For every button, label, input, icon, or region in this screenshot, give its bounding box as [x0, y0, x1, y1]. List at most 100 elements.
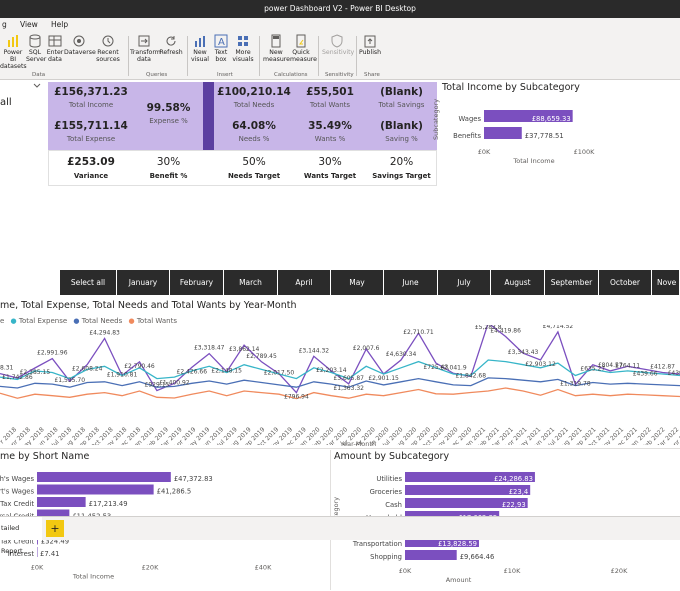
axis-tick-label: £0K — [31, 564, 44, 572]
data-label: £796.94 — [284, 394, 309, 401]
menu-bar: g View Help — [0, 18, 680, 32]
data-label: £4,294.83 — [89, 329, 120, 336]
enter-data-button[interactable]: Enter data — [46, 34, 64, 63]
group-label-sensitivity: Sensitivity — [325, 72, 354, 78]
legend-dot-needs: ● — [73, 317, 80, 325]
bar — [484, 110, 573, 122]
month-may[interactable]: May — [331, 270, 384, 295]
power-bi-datasets-button[interactable]: Power BI datasets — [0, 34, 27, 70]
sensitivity-button[interactable]: Sensitivity — [322, 34, 354, 56]
axis-tick-label: £100K — [574, 148, 596, 156]
transform-data-button[interactable]: Transform data — [130, 34, 161, 63]
data-label: £4,630.34 — [386, 351, 417, 358]
month-june[interactable]: June — [384, 270, 438, 295]
text-icon: A — [214, 34, 228, 48]
refresh-icon — [166, 36, 176, 46]
grid-icon — [238, 36, 248, 46]
data-label: £2,426.66 — [177, 368, 208, 375]
new-visual-button[interactable]: New visual — [190, 34, 210, 63]
dataverse-button[interactable]: Dataverse — [64, 34, 96, 56]
database-icon — [29, 34, 41, 48]
kpi-benefit-pct: 30% Benefit % — [149, 156, 188, 180]
bar-value-label: £9,664.46 — [460, 553, 495, 561]
chevron-down-icon[interactable] — [33, 83, 41, 89]
bar-category-label: h's Wages — [0, 475, 34, 483]
bar — [405, 485, 531, 495]
data-label: £3,605.87 — [333, 375, 364, 382]
bar — [37, 509, 70, 520]
quick-measure-button[interactable]: Quick measure — [290, 34, 317, 63]
legend-dot-wants: ● — [128, 317, 135, 325]
refresh-button[interactable]: Refresh — [158, 34, 184, 56]
data-label: £2,901.15 — [368, 375, 399, 382]
recent-sources-button[interactable]: Recent sources — [94, 34, 122, 63]
bar-value-label: £23,4 — [509, 488, 528, 496]
bar-value-label: £24,286.83 — [494, 475, 533, 483]
data-label: £1,363.32 — [333, 385, 364, 392]
more-visuals-button[interactable]: More visuals — [232, 34, 254, 63]
kpi-total-needs: £100,210.14 Total Needs — [217, 86, 291, 109]
month-october[interactable]: October — [599, 270, 652, 295]
group-label-share: Share — [364, 72, 380, 78]
income-subcategory-ylabel: Subcategory — [432, 98, 440, 140]
month-september[interactable]: September — [545, 270, 599, 295]
axis-title: Total Income — [512, 157, 554, 165]
data-label: £2,789.45 — [246, 353, 277, 360]
month-november[interactable]: Nove — [652, 270, 680, 295]
kpi-saving-pct: (Blank) Saving % — [380, 120, 423, 143]
month-july[interactable]: July — [438, 270, 491, 295]
ribbon-divider — [128, 36, 129, 76]
slicer-fragment[interactable]: all — [0, 97, 12, 108]
kpi-needs-pct: 64.08% Needs % — [232, 120, 276, 143]
bar-category-label: Benefits — [453, 132, 481, 140]
menu-item-home[interactable]: g — [2, 20, 7, 29]
kpi-panel-targets — [48, 150, 437, 186]
data-label: £439.57 — [668, 370, 680, 377]
bar — [37, 547, 38, 557]
new-measure-button[interactable]: New measure — [263, 34, 290, 63]
table-icon — [48, 35, 62, 47]
bar-value-label: £22,93 — [502, 501, 526, 509]
bar-category-label: rt's Wages — [0, 488, 34, 496]
data-label: £2,608.24 — [72, 366, 103, 373]
axis-tick-label: £20K — [142, 564, 159, 572]
month-february[interactable]: February — [170, 270, 224, 295]
data-label: £1,842.68 — [455, 372, 486, 379]
legend-item-expense: Total Expense — [18, 317, 68, 325]
menu-item-help[interactable]: Help — [51, 20, 69, 29]
month-january[interactable]: January — [117, 270, 170, 295]
data-label: £2,710.71 — [403, 329, 434, 336]
kpi-expense-pct: 99.58% Expense % — [146, 102, 191, 125]
data-label: £929.15 — [145, 382, 170, 389]
data-label: £1,319.78 — [560, 381, 591, 388]
bar-category-label: Wages — [459, 115, 482, 123]
tab-detailed-report[interactable]: tailed Report — [0, 517, 42, 555]
kpi-needs-target: 50% Needs Target — [227, 156, 281, 180]
bar — [37, 472, 171, 482]
bar-value-label: £47,372.83 — [174, 475, 213, 483]
add-page-button[interactable]: + — [46, 520, 64, 537]
month-august[interactable]: August — [491, 270, 545, 295]
month-march[interactable]: March — [224, 270, 278, 295]
transform-icon — [138, 35, 150, 47]
data-label: £2,041.9 — [440, 364, 467, 371]
bar — [405, 472, 535, 482]
month-select-all[interactable]: Select all — [60, 270, 117, 295]
kpi-divider — [203, 82, 214, 186]
bar-value-label: £17,213.49 — [89, 500, 128, 508]
menu-item-view[interactable]: View — [20, 20, 38, 29]
sql-server-button[interactable]: SQL Server — [26, 34, 46, 63]
publish-button[interactable]: Publish — [359, 34, 381, 56]
text-box-button[interactable]: A Text box — [212, 34, 230, 63]
bar-category-label: Groceries — [370, 488, 403, 496]
data-label: £1,910.81 — [107, 371, 138, 378]
ribbon-divider — [259, 36, 260, 76]
data-label: £439.66 — [633, 370, 658, 377]
data-label: £2,903.12 — [525, 361, 556, 368]
month-april[interactable]: April — [278, 270, 331, 295]
data-label: £2,148.15 — [211, 368, 242, 375]
kpi-wants-target: 30% Wants Target — [303, 156, 357, 180]
group-label-insert: Insert — [217, 72, 233, 78]
data-label: £4,419.86 — [490, 327, 521, 334]
report-canvas: all £156,371.23 Total Income £155,711.14… — [0, 80, 680, 590]
